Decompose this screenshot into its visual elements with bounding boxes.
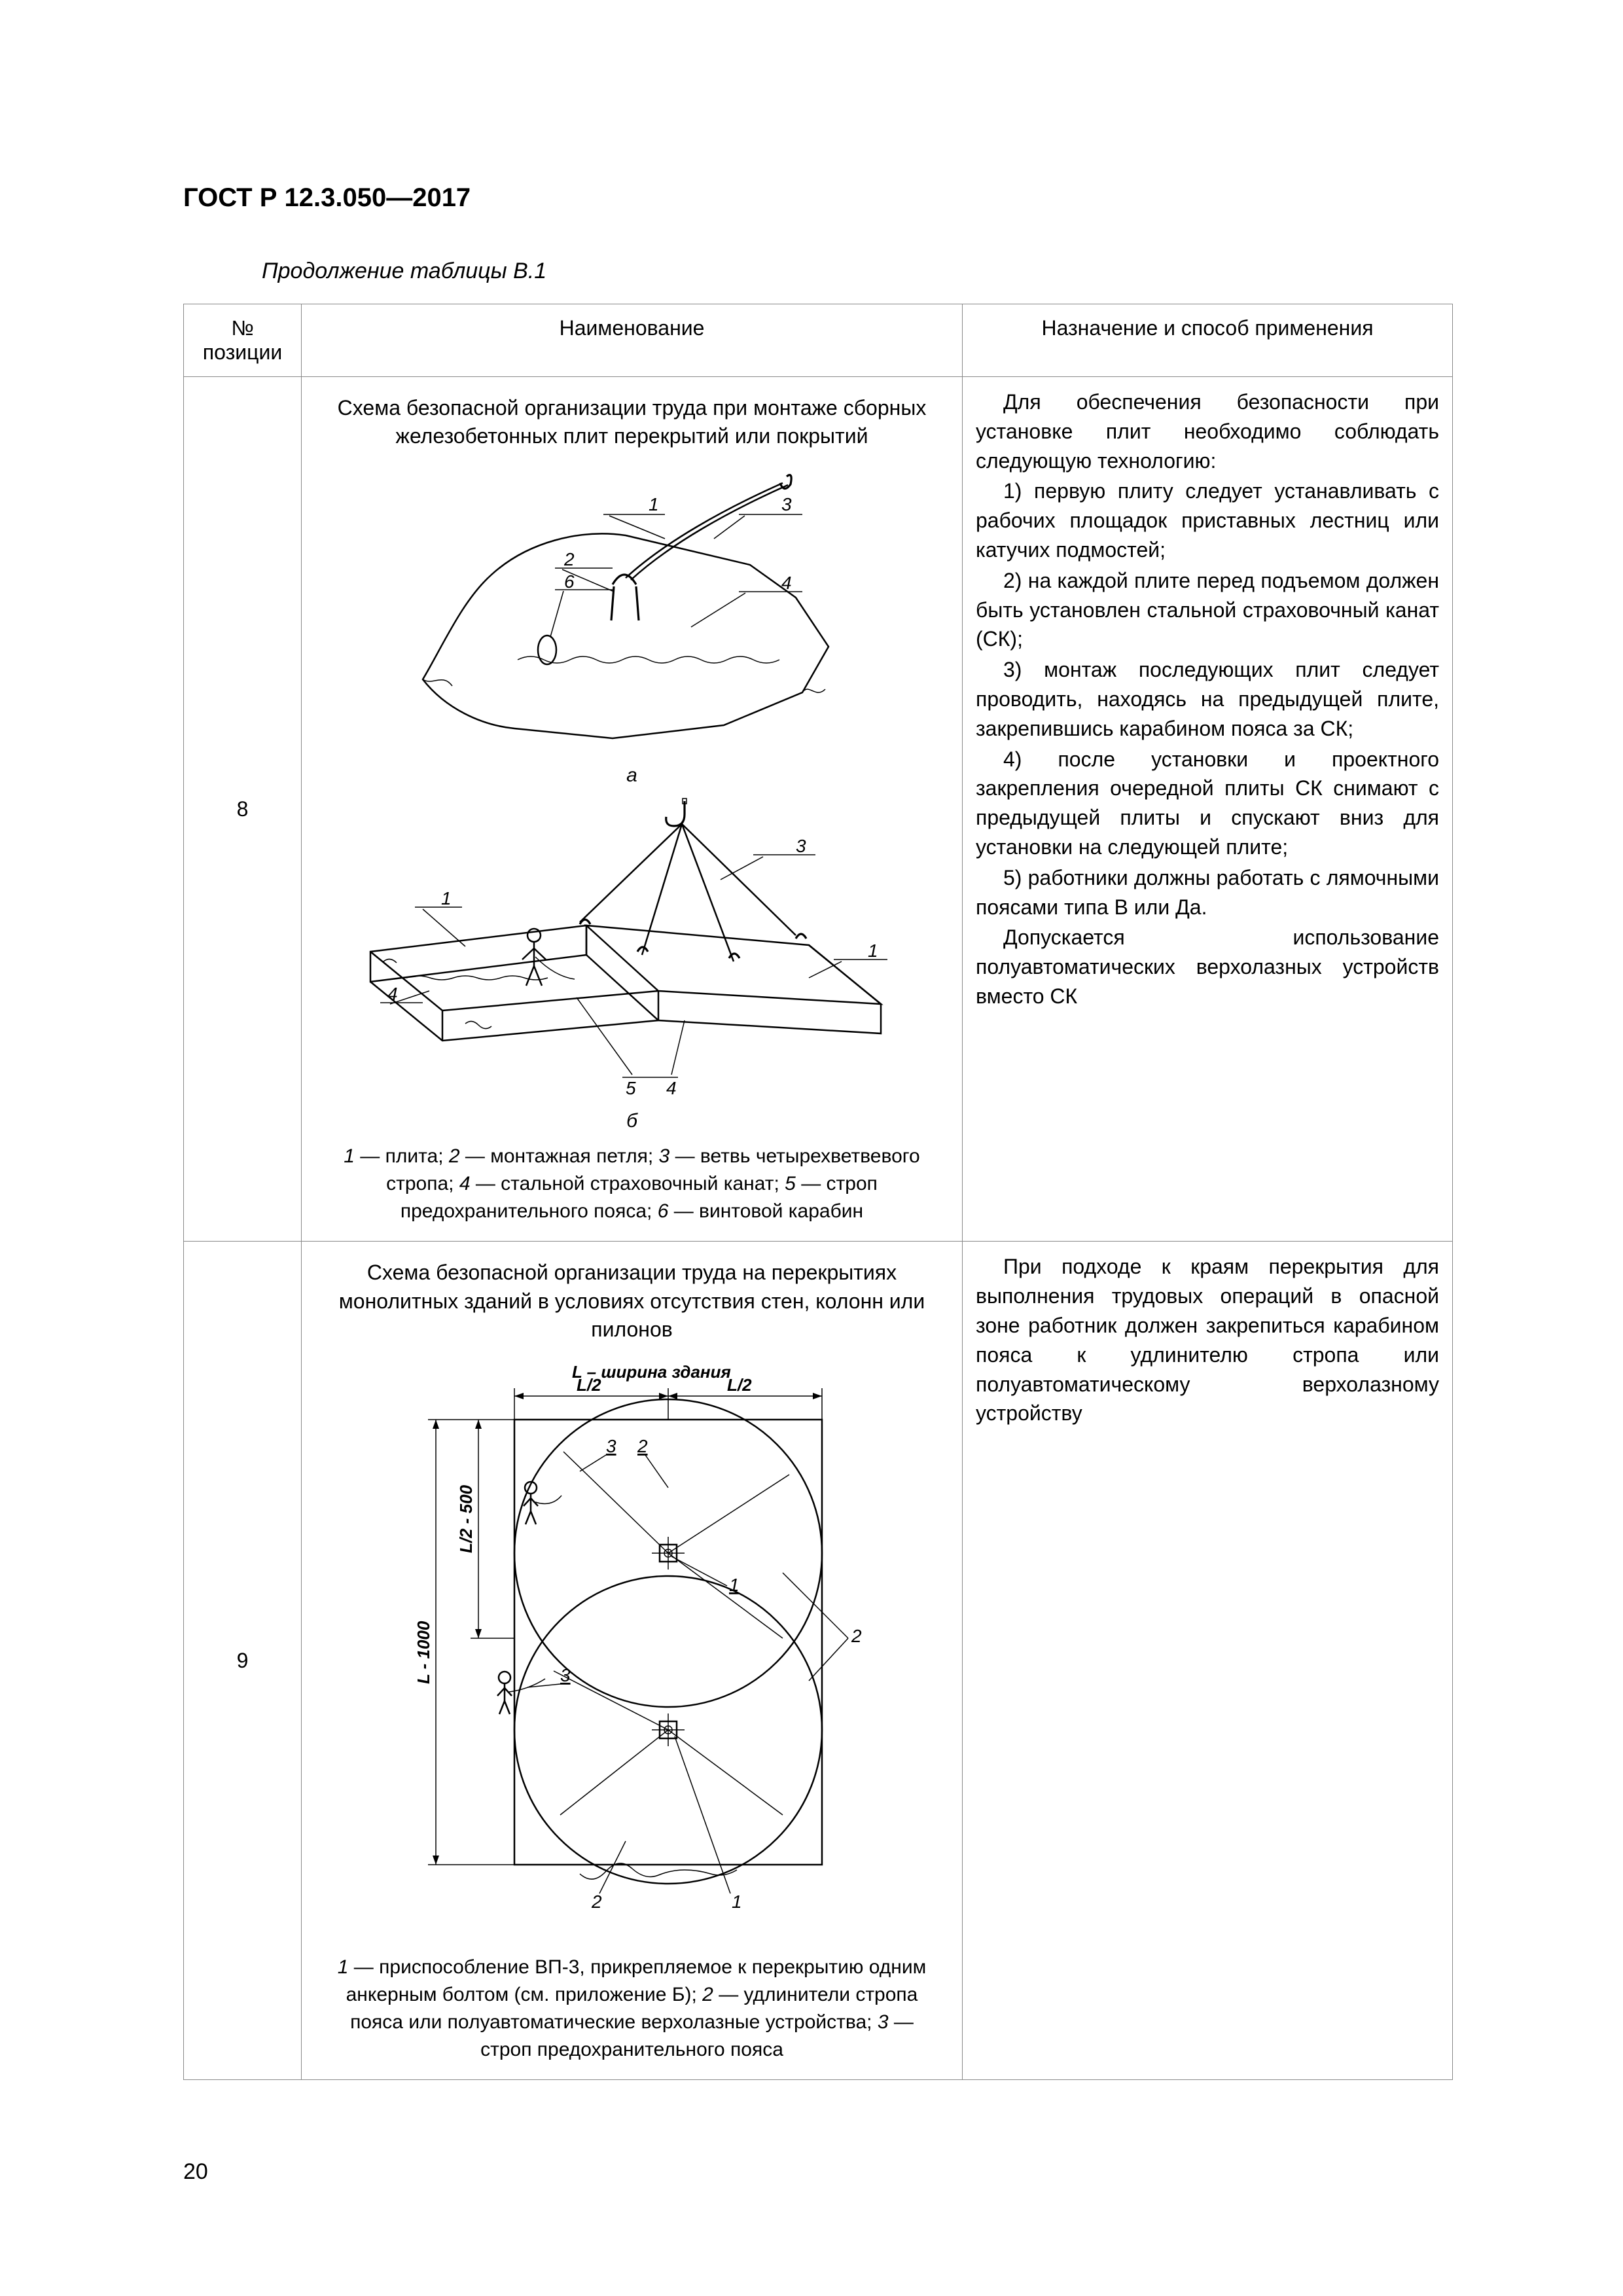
svg-text:3: 3	[796, 836, 806, 856]
sublabel-a: а	[626, 764, 637, 786]
svg-text:5: 5	[626, 1078, 636, 1098]
purpose-cell: При подходе к краям перекрытия для выпол…	[963, 1242, 1453, 2080]
dim-v1: L/2 - 500	[456, 1484, 476, 1553]
svg-text:4: 4	[666, 1078, 677, 1098]
position-number: 8	[184, 377, 302, 1242]
diagram-title: Схема безопасной организации труда при м…	[334, 394, 929, 450]
diagram-8a: 1 3 2 6 4	[383, 463, 881, 771]
name-cell: Схема безопасной организации труда на пе…	[302, 1242, 963, 2080]
desc-text: 4) после установки и проектного закрепле…	[976, 745, 1439, 862]
table-row: 8 Схема безопасной организации труда при…	[184, 377, 1453, 1242]
dim-l2-right: L/2	[727, 1375, 752, 1395]
svg-text:1: 1	[732, 1892, 742, 1912]
desc-text: 1) первую плиту следует устанавливать с …	[976, 476, 1439, 564]
table-header-row: № позиции Наименование Назначение и спос…	[184, 304, 1453, 377]
svg-text:2: 2	[563, 549, 575, 569]
diagram-legend: 1 — плита; 2 — монтажная петля; 3 — ветв…	[323, 1143, 941, 1225]
dim-v2: L - 1000	[414, 1621, 433, 1684]
desc-text: Для обеспечения безопасности при установ…	[976, 387, 1439, 475]
svg-text:1: 1	[649, 494, 659, 514]
svg-text:2: 2	[637, 1436, 648, 1456]
dim-l2-left: L/2	[577, 1375, 601, 1395]
svg-text:2: 2	[591, 1892, 602, 1912]
sublabel-b: б	[626, 1110, 637, 1132]
svg-text:2: 2	[851, 1626, 862, 1646]
svg-text:1: 1	[441, 888, 452, 908]
page-container: ГОСТ Р 12.3.050—2017 Продолжение таблицы…	[0, 0, 1623, 2296]
svg-text:6: 6	[564, 571, 575, 592]
svg-text:3: 3	[606, 1436, 616, 1456]
diagram-9: L – ширина здания L/2 L/2	[364, 1357, 901, 1946]
col-header-name: Наименование	[302, 304, 963, 377]
col-header-purpose: Назначение и способ применения	[963, 304, 1453, 377]
table-row: 9 Схема безопасной организации труда на …	[184, 1242, 1453, 2080]
desc-text: 2) на каждой плите перед подъемом должен…	[976, 566, 1439, 654]
position-number: 9	[184, 1242, 302, 2080]
svg-text:3: 3	[560, 1665, 571, 1685]
col-header-position: № позиции	[184, 304, 302, 377]
page-number: 20	[183, 2159, 208, 2185]
diagram-8b: 1 4 3 1 5 4	[344, 795, 920, 1122]
standard-code: ГОСТ Р 12.3.050—2017	[183, 183, 1453, 213]
desc-text: При подходе к краям перекрытия для выпол…	[976, 1252, 1439, 1428]
table-b1: № позиции Наименование Назначение и спос…	[183, 304, 1453, 2080]
svg-text:3: 3	[781, 494, 792, 514]
desc-text: 5) работники должны работать с лямочными…	[976, 863, 1439, 922]
svg-text:1: 1	[868, 941, 878, 961]
svg-text:4: 4	[781, 573, 792, 593]
svg-text:1: 1	[729, 1575, 740, 1595]
name-cell: Схема безопасной организации труда при м…	[302, 377, 963, 1242]
diagram-title: Схема безопасной организации труда на пе…	[334, 1259, 929, 1344]
svg-text:4: 4	[387, 984, 398, 1004]
purpose-cell: Для обеспечения безопасности при установ…	[963, 377, 1453, 1242]
desc-text: Допускается использование полуавтоматиче…	[976, 923, 1439, 1011]
diagram-legend: 1 — приспособление ВП-3, прикрепляемое к…	[323, 1954, 941, 2064]
desc-text: 3) монтаж последующих плит следует прово…	[976, 655, 1439, 743]
continuation-note: Продолжение таблицы В.1	[262, 259, 1453, 284]
